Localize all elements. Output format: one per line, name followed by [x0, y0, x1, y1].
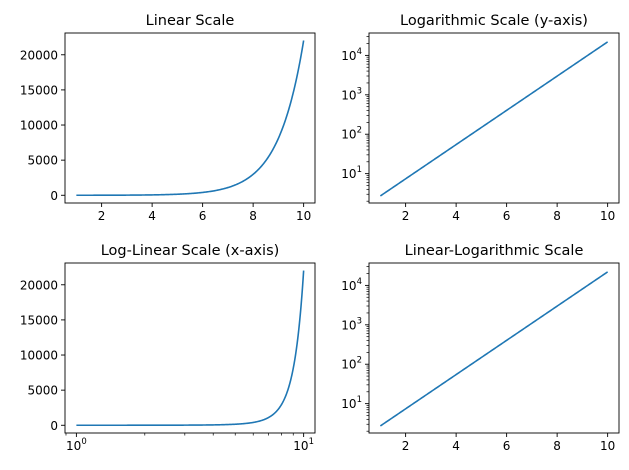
tick-label-base: 10 — [341, 88, 356, 102]
tick-label-base: 10 — [66, 439, 81, 453]
x-tick-label: 2 — [98, 209, 106, 223]
plot-frame — [64, 262, 316, 434]
x-tick-label: 4 — [452, 439, 460, 453]
subplot-linear-scale: Linear Scale 2 4 6 8 10 0 5000 10000 15000 20000 — [20, 13, 316, 223]
tick-label-exponent: 2 — [357, 356, 362, 366]
tick-label-base: 10 — [341, 397, 356, 411]
tick-label-exponent: 1 — [357, 395, 362, 405]
y-tick-label: 20000 — [20, 278, 58, 292]
x-tick-label: 8 — [553, 439, 561, 453]
y-tick-label: 10000 — [20, 119, 58, 133]
tick-label-exponent: 3 — [357, 86, 362, 96]
tick-label-exponent: 4 — [357, 277, 362, 287]
plot-frame — [368, 262, 620, 434]
tick-label-exponent: 2 — [357, 126, 362, 136]
tick-label-base: 10 — [341, 128, 356, 142]
x-tick-label: 8 — [249, 209, 257, 223]
tick-label-base: 10 — [341, 279, 356, 293]
plot-frame — [368, 32, 620, 204]
y-tick-label: 20000 — [20, 48, 58, 62]
y-tick-label: 103 — [341, 316, 362, 332]
subplot-title: Logarithmic Scale (y-axis) — [400, 13, 588, 29]
x-tick-label: 6 — [503, 209, 511, 223]
subplot-log-x-scale: Log-Linear Scale (x-axis) 100 10105000100… — [20, 243, 316, 453]
tick-label-base: 10 — [293, 439, 308, 453]
x-tick-label: 4 — [148, 209, 156, 223]
y-tick-label: 5000 — [27, 154, 58, 168]
y-tick-label: 102 — [341, 126, 362, 142]
y-tick-label: 5000 — [27, 384, 58, 398]
x-tick-label: 10 — [600, 439, 615, 453]
y-tick-label: 15000 — [20, 313, 58, 327]
tick-label-base: 10 — [341, 318, 356, 332]
tick-label-base: 10 — [341, 167, 356, 181]
y-tick-label: 0 — [50, 419, 58, 433]
plot-frame — [64, 32, 316, 204]
x-tick-label: 101 — [293, 437, 314, 453]
data-line — [379, 41, 609, 197]
y-tick-label: 15000 — [20, 83, 58, 97]
x-tick-label: 10 — [600, 209, 615, 223]
subplot-linear-log-scale: Linear-Logarithmic Scale 2 4 6 8 10101102103… — [341, 243, 620, 453]
tick-label-exponent: 3 — [357, 316, 362, 326]
x-tick-label: 10 — [296, 209, 311, 223]
y-tick-label: 104 — [341, 277, 362, 293]
tick-label-exponent: 1 — [309, 437, 314, 447]
subplot-title: Linear Scale — [146, 13, 235, 29]
y-tick-label: 104 — [341, 47, 362, 63]
subplot-title: Log-Linear Scale (x-axis) — [101, 243, 280, 259]
y-tick-label: 101 — [341, 165, 362, 181]
y-tick-label: 10000 — [20, 349, 58, 363]
y-tick-label: 101 — [341, 395, 362, 411]
y-tick-label: 0 — [50, 189, 58, 203]
tick-label-exponent: 0 — [81, 437, 86, 447]
tick-label-exponent: 1 — [357, 165, 362, 175]
x-tick-label: 6 — [503, 439, 511, 453]
x-tick-label: 6 — [199, 209, 207, 223]
x-tick-label: 2 — [402, 439, 410, 453]
subplot-log-y-scale: Logarithmic Scale (y-axis) 2 4 6 8 101011021… — [341, 13, 620, 223]
tick-label-exponent: 4 — [357, 47, 362, 57]
subplot-title: Linear-Logarithmic Scale — [405, 243, 584, 259]
data-line — [76, 270, 305, 427]
x-tick-label: 100 — [66, 437, 87, 453]
y-tick-label: 103 — [341, 86, 362, 102]
x-tick-label: 2 — [402, 209, 410, 223]
x-tick-label: 4 — [452, 209, 460, 223]
data-line — [76, 40, 305, 197]
tick-label-base: 10 — [341, 49, 356, 63]
y-tick-label: 102 — [341, 356, 362, 372]
x-tick-label: 8 — [553, 209, 561, 223]
tick-label-base: 10 — [341, 358, 356, 372]
data-line — [379, 271, 609, 427]
